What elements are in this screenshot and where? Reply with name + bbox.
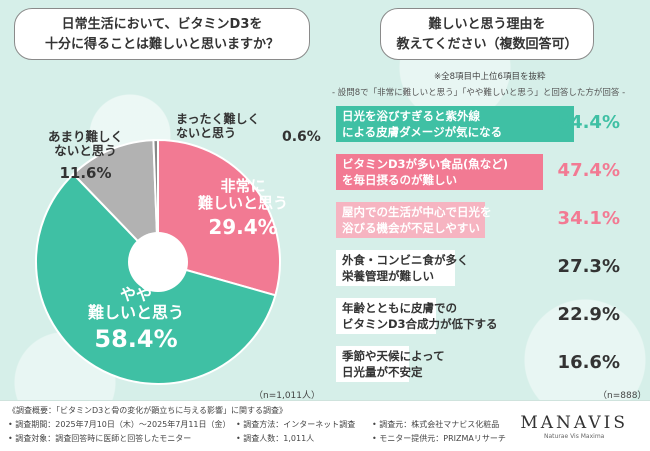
pie-label-not-at-all-difficult: まったく難しく ないと思う	[176, 112, 260, 141]
survey-title: 《調査概要：「ビタミンD3と骨の変化が顕立ちに与える影響」に関する調査》	[8, 406, 288, 415]
survey-count: • 調査人数：1,011人	[236, 434, 315, 443]
left-question-line2: 十分に得ることは難しいと思いますか？	[44, 37, 279, 52]
bar-row-1: ビタミンD3が多い食品(魚など) を毎日摂るのが難しい 47.4%	[336, 154, 620, 190]
bar-4	[336, 298, 437, 334]
pie-label-somewhat-difficult-line2: 難しいと思う	[88, 303, 185, 323]
right-question-line1: 難しいと思う理由を	[428, 17, 546, 32]
pie-center-hole	[128, 232, 188, 292]
bar-label-line2-0: による皮膚ダメージが気になる	[342, 125, 503, 139]
left-question-bubble: 日常生活において、ビタミンD3を 十分に得ることは難しいと思いますか？	[14, 8, 310, 60]
pie-label-very-difficult-line1: 非常に	[220, 177, 266, 195]
bar-value-4: 22.9%	[557, 304, 620, 325]
right-note-top: ※全8項目中上位6項目を抜粋	[434, 72, 546, 82]
bar-label-3: 外食・コンビニ食が多く 栄養管理が難しい	[342, 252, 469, 284]
survey-organizer: • 調査元：株式会社マナビス化粧品	[372, 420, 500, 429]
bar-label-line2-1: を毎日摂るのが難しい	[342, 173, 457, 187]
bar-label-line1-5: 季節や天候によって	[342, 349, 445, 363]
bar-3	[336, 250, 456, 286]
bar-label-line1-1: ビタミンD3が多い食品(魚など)	[342, 157, 509, 171]
pie-value-very-difficult: 29.4%	[208, 214, 278, 239]
bar-value-3: 27.3%	[557, 256, 620, 277]
bar-label-line2-4: ビタミンD3合成力が低下する	[342, 317, 498, 331]
pie-label-not-very-difficult-line1: あまり難しく	[48, 129, 124, 144]
survey-subjects: • 調査対象：調査回答時に医師と回答したモニター	[8, 434, 192, 443]
bar-label-1: ビタミンD3が多い食品(魚など) を毎日摂るのが難しい	[342, 156, 508, 188]
pie-label-not-at-all-difficult-line2: ないと思う	[176, 125, 237, 140]
pie-label-very-difficult: 非常に 難しいと思う 29.4%	[198, 177, 289, 239]
bar-row-3: 外食・コンビニ食が多く 栄養管理が難しい 27.3%	[336, 250, 620, 286]
bar-label-4: 年齢とともに皮膚でのビタミンD3合成力が低下する	[342, 300, 498, 332]
pie-label-not-at-all-difficult-line1: まったく難しく	[176, 112, 260, 126]
bar-row-5: 季節や天候によって 日光量が不安定 16.6%	[336, 346, 620, 382]
bar-1	[336, 154, 544, 190]
right-question-line2: 教えてください（複数回答可）	[396, 37, 578, 52]
bar-5	[336, 346, 409, 382]
brand-tagline: Naturae Vis Maxima	[544, 433, 605, 440]
right-sample-size: （n=888）	[598, 391, 647, 401]
pie-slice-3	[152, 138, 159, 263]
bar-label-5: 季節や天候によって 日光量が不安定	[342, 348, 445, 380]
pie-value-not-very-difficult: 11.6%	[59, 163, 112, 182]
bar-row-0: 日光を浴びすぎると紫外線による皮膚ダメージが気になる 54.4%	[336, 106, 620, 142]
survey-footer: 《調査概要：「ビタミンD3と骨の変化が顕立ちに与える影響」に関する調査》 • 調…	[0, 400, 650, 451]
pie-slice-2	[71, 139, 160, 265]
left-sample-size: （n=1,011人）	[254, 391, 321, 401]
pie-label-not-very-difficult: あまり難しく ないと思う 11.6%	[48, 129, 124, 182]
pie-slice-0	[157, 138, 281, 297]
bar-row-2: 屋内での生活が中心で日光を 浴びる機会が不足しやすい 34.1%	[336, 202, 620, 238]
bar-value-0: 54.4%	[557, 112, 620, 133]
left-question-line1: 日常生活において、ビタミンD3を	[61, 17, 263, 32]
pie-label-very-difficult-line2: 難しいと思う	[198, 194, 289, 213]
pie-value-somewhat-difficult: 58.4%	[94, 324, 178, 353]
pie-label-somewhat-difficult: やや 難しいと思う 58.4%	[88, 285, 185, 353]
bar-label-line2-3: 栄養管理が難しい	[342, 269, 434, 283]
survey-method: • 調査方法：インターネット調査	[236, 420, 356, 429]
bar-label-2: 屋内での生活が中心で日光を 浴びる機会が不足しやすい	[342, 204, 492, 236]
survey-period: • 調査期間：2025年7月10日（木）〜2025年7月11日（金）	[8, 420, 231, 429]
pie-label-somewhat-difficult-line1: やや	[120, 285, 153, 304]
bar-label-line1-3: 外食・コンビニ食が多く	[342, 253, 469, 267]
bar-value-2: 34.1%	[557, 208, 620, 229]
bar-label-line1-4: 年齢とともに皮膚での	[342, 301, 457, 315]
bar-0	[336, 106, 574, 142]
bar-value-1: 47.4%	[557, 160, 620, 181]
brand-logo: MANAVIS Naturae Vis Maxima	[520, 413, 628, 440]
pie-label-not-very-difficult-line2: ないと思う	[54, 143, 117, 159]
bar-row-4: 年齢とともに皮膚でのビタミンD3合成力が低下する 22.9%	[336, 298, 620, 334]
pie-chart	[35, 138, 281, 385]
bar-label-line2-2: 浴びる機会が不足しやすい	[342, 221, 480, 235]
bar-label-line2-5: 日光量が不安定	[342, 365, 423, 379]
bar-2	[336, 202, 486, 238]
right-question-bubble: 難しいと思う理由を 教えてください（複数回答可）	[380, 8, 594, 60]
right-note-respondents: - 設問8で「非常に難しいと思う」「やや難しいと思う」と回答した方が回答 -	[332, 88, 626, 98]
survey-provider: • モニター提供元：PRIZMAリサーチ	[372, 434, 506, 443]
bar-label-line1-0: 日光を浴びすぎると紫外線	[342, 109, 480, 123]
bar-label-line1-2: 屋内での生活が中心で日光を	[342, 205, 492, 219]
pie-value-not-at-all-difficult: 0.6%	[282, 129, 321, 145]
brand-name: MANAVIS	[520, 413, 628, 433]
bar-label-0: 日光を浴びすぎると紫外線による皮膚ダメージが気になる	[342, 108, 502, 140]
bar-value-5: 16.6%	[557, 352, 620, 373]
